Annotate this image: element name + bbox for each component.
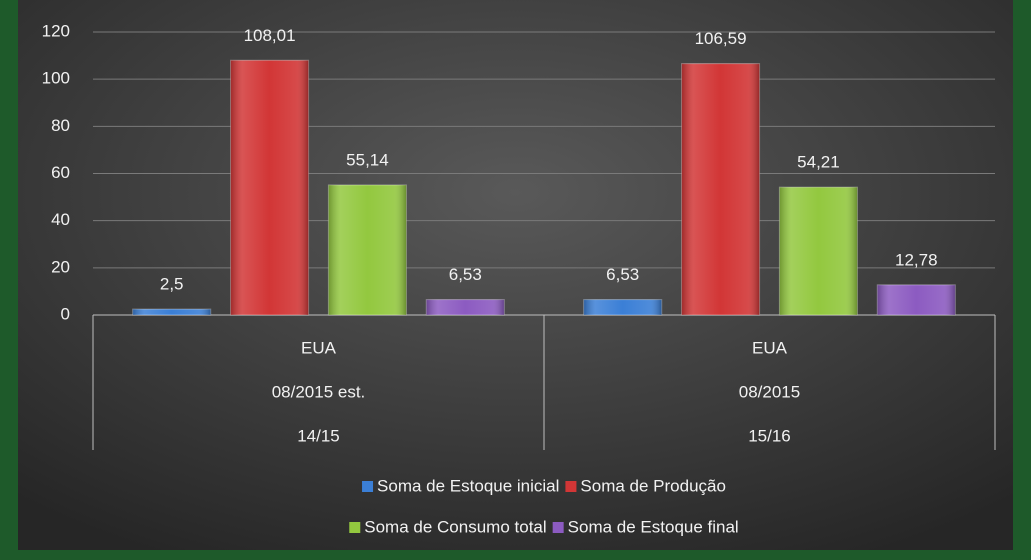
data-label: 54,21 [797, 153, 840, 172]
y-tick-label: 100 [42, 69, 70, 88]
data-label: 6,53 [449, 265, 482, 284]
data-label: 106,59 [695, 29, 747, 48]
y-tick-label: 120 [42, 21, 70, 40]
legend-swatch [349, 522, 361, 533]
data-label: 2,5 [160, 275, 184, 294]
x-tick-label: EUA [301, 338, 337, 357]
legend-swatch [552, 522, 564, 533]
x-tick-label: 14/15 [297, 426, 340, 445]
bar-gloss [681, 63, 760, 316]
bar-gloss [877, 284, 956, 315]
y-tick-label: 20 [51, 257, 70, 276]
data-label: 12,78 [895, 250, 938, 269]
x-tick-label: 08/2015 [739, 382, 800, 401]
bar-gloss [132, 309, 211, 315]
legend-swatch [362, 481, 374, 492]
legend-label: Soma de Estoque inicial [377, 476, 559, 495]
y-tick-label: 60 [51, 163, 70, 182]
x-tick-label: EUA [752, 338, 788, 357]
y-tick-label: 80 [51, 116, 70, 135]
legend-label: Soma de Consumo total [364, 517, 546, 536]
bar-gloss [230, 60, 309, 316]
x-tick-label: 08/2015 est. [272, 382, 366, 401]
bar-gloss [426, 299, 505, 315]
legend-label: Soma de Estoque final [568, 517, 739, 536]
legend-swatch [565, 481, 577, 492]
data-label: 6,53 [606, 265, 639, 284]
bar-gloss [779, 187, 858, 315]
legend-label: Soma de Produção [580, 476, 726, 495]
y-tick-label: 0 [61, 304, 70, 323]
bar-gloss [328, 184, 407, 315]
y-tick-label: 40 [51, 210, 70, 229]
bar-gloss [583, 299, 662, 315]
x-tick-label: 15/16 [748, 426, 791, 445]
data-label: 55,14 [346, 150, 389, 169]
data-label: 108,01 [244, 26, 296, 45]
